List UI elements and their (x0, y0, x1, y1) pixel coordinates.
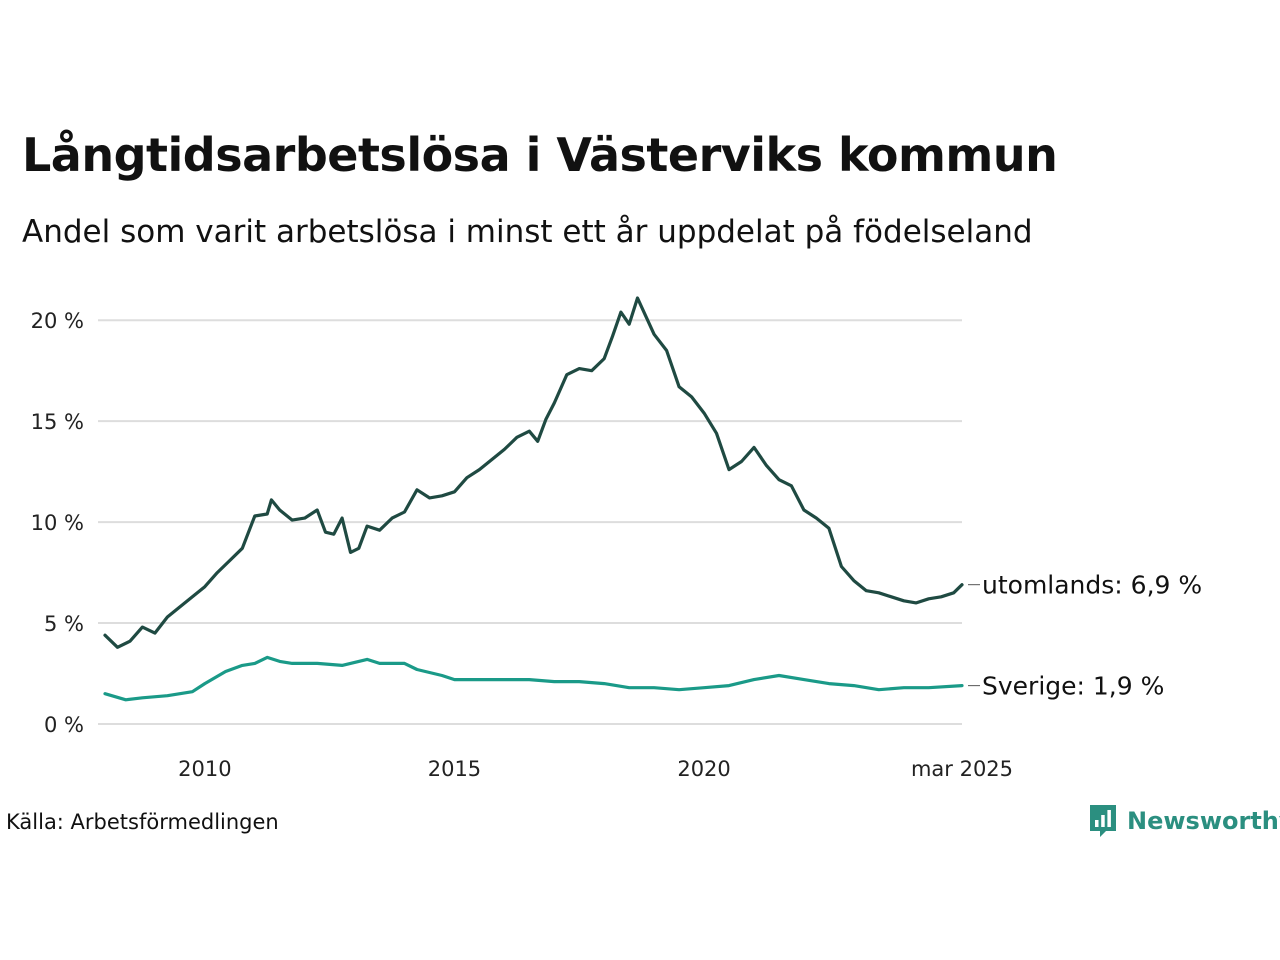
chart-subtitle: Andel som varit arbetslösa i minst ett å… (22, 214, 1033, 250)
series-lines (103, 296, 964, 702)
grid-lines (98, 319, 962, 725)
end-label-utomlands: utomlands: 6,9 % (982, 571, 1202, 600)
x-tick-label: 2010 (178, 757, 231, 781)
end-labels: utomlands: 6,9 % Sverige: 1,9 % (968, 571, 1202, 701)
x-tick-label: 2015 (428, 757, 481, 781)
y-tick-label: 20 % (31, 309, 84, 333)
end-label-sverige: Sverige: 1,9 % (982, 672, 1164, 701)
brand-name: Newsworthy (1127, 807, 1280, 835)
y-tick-label: 0 % (44, 713, 84, 737)
y-tick-label: 5 % (44, 612, 84, 636)
chart-title: Långtidsarbetslösa i Västerviks kommun (22, 128, 1058, 182)
series-line-utomlands (103, 296, 964, 649)
y-tick-label: 10 % (31, 511, 84, 535)
y-axis-ticks: 0 % 5 % 10 % 15 % 20 % (31, 309, 84, 737)
source-note: Källa: Arbetsförmedlingen (6, 810, 279, 834)
x-tick-label: mar 2025 (911, 757, 1013, 781)
x-tick-label: 2020 (677, 757, 730, 781)
brand-logo: Newsworthy (1088, 803, 1280, 839)
y-tick-label: 15 % (31, 410, 84, 434)
x-axis-ticks: 2010 2015 2020 mar 2025 (178, 757, 1013, 781)
series-line-sverige (103, 655, 964, 702)
newsworthy-logo-icon (1090, 805, 1116, 837)
